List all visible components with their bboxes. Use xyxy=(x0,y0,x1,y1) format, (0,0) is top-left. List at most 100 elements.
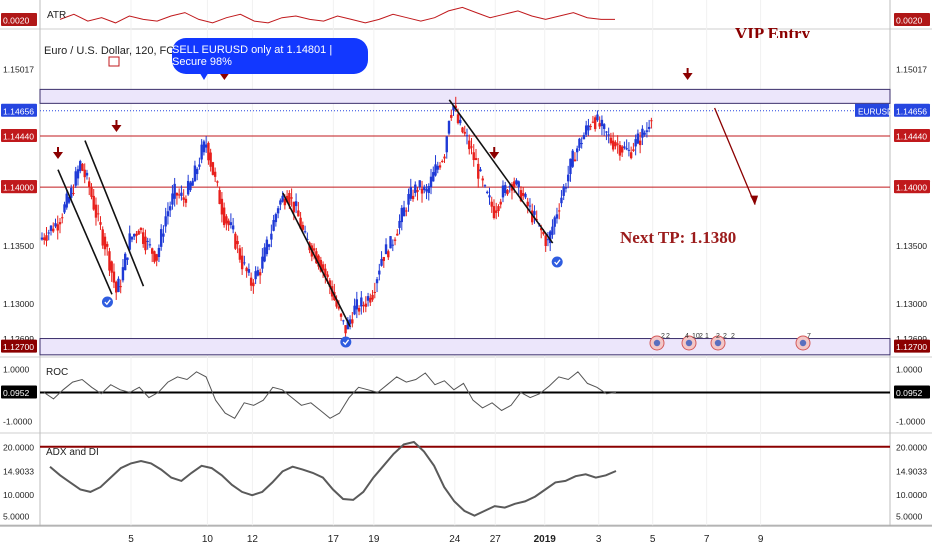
atr-value-label-left: 0.0020 xyxy=(3,16,30,26)
candle-body xyxy=(234,233,237,249)
level-value-label-left: 1.14656 xyxy=(3,106,34,116)
candle-body xyxy=(549,231,552,244)
roc-value-label-tag-right xyxy=(894,385,930,399)
price-zone-band xyxy=(39,88,891,104)
candle-body xyxy=(571,150,574,167)
candle-body xyxy=(607,134,610,136)
check-mark-icon xyxy=(554,259,561,266)
candle-body xyxy=(315,251,318,264)
candle-body xyxy=(355,299,359,310)
price-tick-label-left: 1.13000 xyxy=(3,299,34,309)
price-tick-label-left: 1.15017 xyxy=(3,64,34,74)
candle-body xyxy=(357,307,361,312)
candle-body xyxy=(312,248,316,251)
candle-body xyxy=(339,313,343,317)
next-tp-label: Next TP: 1.1380 xyxy=(620,228,737,247)
candle-body xyxy=(231,225,235,230)
candle-body xyxy=(360,297,363,307)
candle-body xyxy=(468,140,471,150)
candle-body xyxy=(256,270,260,276)
candle-body xyxy=(92,195,95,210)
candle-body xyxy=(499,201,502,205)
candle-body xyxy=(441,160,444,162)
candle-body xyxy=(294,201,298,207)
candle-body xyxy=(63,204,66,213)
level-value-label-tag-right xyxy=(894,128,930,142)
candle-body xyxy=(553,217,556,227)
level-value-label-left: 1.14000 xyxy=(3,183,34,193)
candle-body xyxy=(551,226,554,235)
price-tick-label-right: 1.13000 xyxy=(896,299,927,309)
candle-body xyxy=(115,281,118,293)
candle-body xyxy=(627,149,631,151)
price-tick-label-left: 1.13500 xyxy=(3,241,34,251)
candle-body xyxy=(531,210,534,223)
candle-body xyxy=(526,201,529,206)
roc-value-label-left: 0.0952 xyxy=(3,388,30,398)
candle-body xyxy=(495,210,498,213)
candle-body xyxy=(373,291,377,293)
candle-body xyxy=(74,171,77,186)
candle-body xyxy=(438,165,442,168)
candle-body xyxy=(94,204,98,218)
trend-line xyxy=(282,192,352,328)
candle-body xyxy=(620,146,624,153)
candle-body xyxy=(616,143,619,145)
candle-body xyxy=(236,241,239,245)
candle-body xyxy=(218,190,221,204)
event-count-label: 2 xyxy=(731,333,735,340)
roc-panel-title: ROC xyxy=(46,367,68,378)
candle-body xyxy=(618,144,622,156)
candle-body xyxy=(625,148,628,150)
x-tick-label: 24 xyxy=(449,534,461,545)
candle-body xyxy=(337,306,341,309)
candle-body xyxy=(153,251,156,262)
alert-toggle-icon xyxy=(108,56,120,67)
candle-body xyxy=(101,229,104,246)
atr-value-label-tag-left xyxy=(1,13,37,26)
candle-body xyxy=(432,172,435,182)
event-flag-core-icon xyxy=(653,339,661,347)
candle-body xyxy=(180,192,183,196)
roc-value-label-tag-left xyxy=(1,385,37,399)
symbol-tag-box xyxy=(855,103,889,117)
candle-body xyxy=(186,180,190,195)
event-count-label: 1 xyxy=(705,333,709,340)
candle-body xyxy=(488,195,491,198)
candle-body xyxy=(602,124,606,129)
candle-body xyxy=(261,256,264,269)
candle-body xyxy=(144,236,147,251)
candle-body xyxy=(641,128,644,138)
x-tick-label: 7 xyxy=(704,534,710,545)
event-flag-core-icon xyxy=(714,339,722,347)
candle-body xyxy=(593,117,597,130)
candle-body xyxy=(522,193,525,196)
candle-body xyxy=(249,277,253,286)
adx-tick-label-left: 20.0000 xyxy=(3,442,34,452)
candle-body xyxy=(591,121,595,123)
candle-body xyxy=(324,268,327,276)
trend-line xyxy=(84,140,145,287)
candle-body xyxy=(270,233,273,240)
candle-body xyxy=(366,296,370,301)
indicator-lines xyxy=(40,6,890,517)
candle-body xyxy=(580,143,583,145)
candle-body xyxy=(272,219,275,231)
candle-body xyxy=(303,231,307,233)
candle-body xyxy=(490,201,493,207)
x-tick-label: 2019 xyxy=(534,534,557,545)
candle-body xyxy=(65,193,68,208)
level-value-label-right: 1.14440 xyxy=(896,131,927,141)
candle-body xyxy=(252,282,255,287)
candle-body xyxy=(405,210,408,212)
candle-body xyxy=(182,197,185,200)
price-tick-label-right: 1.12699 xyxy=(896,334,927,344)
candle-body xyxy=(634,139,637,147)
candle-body xyxy=(79,161,82,172)
vip-entry-label: VIP Entry 1.1475 xyxy=(735,24,811,38)
candle-body xyxy=(229,222,233,226)
x-tick-label: 12 xyxy=(247,534,259,545)
event-flag-core-icon xyxy=(685,339,693,347)
candle-body xyxy=(267,244,271,247)
atr-value-label-tag-right xyxy=(894,13,930,26)
